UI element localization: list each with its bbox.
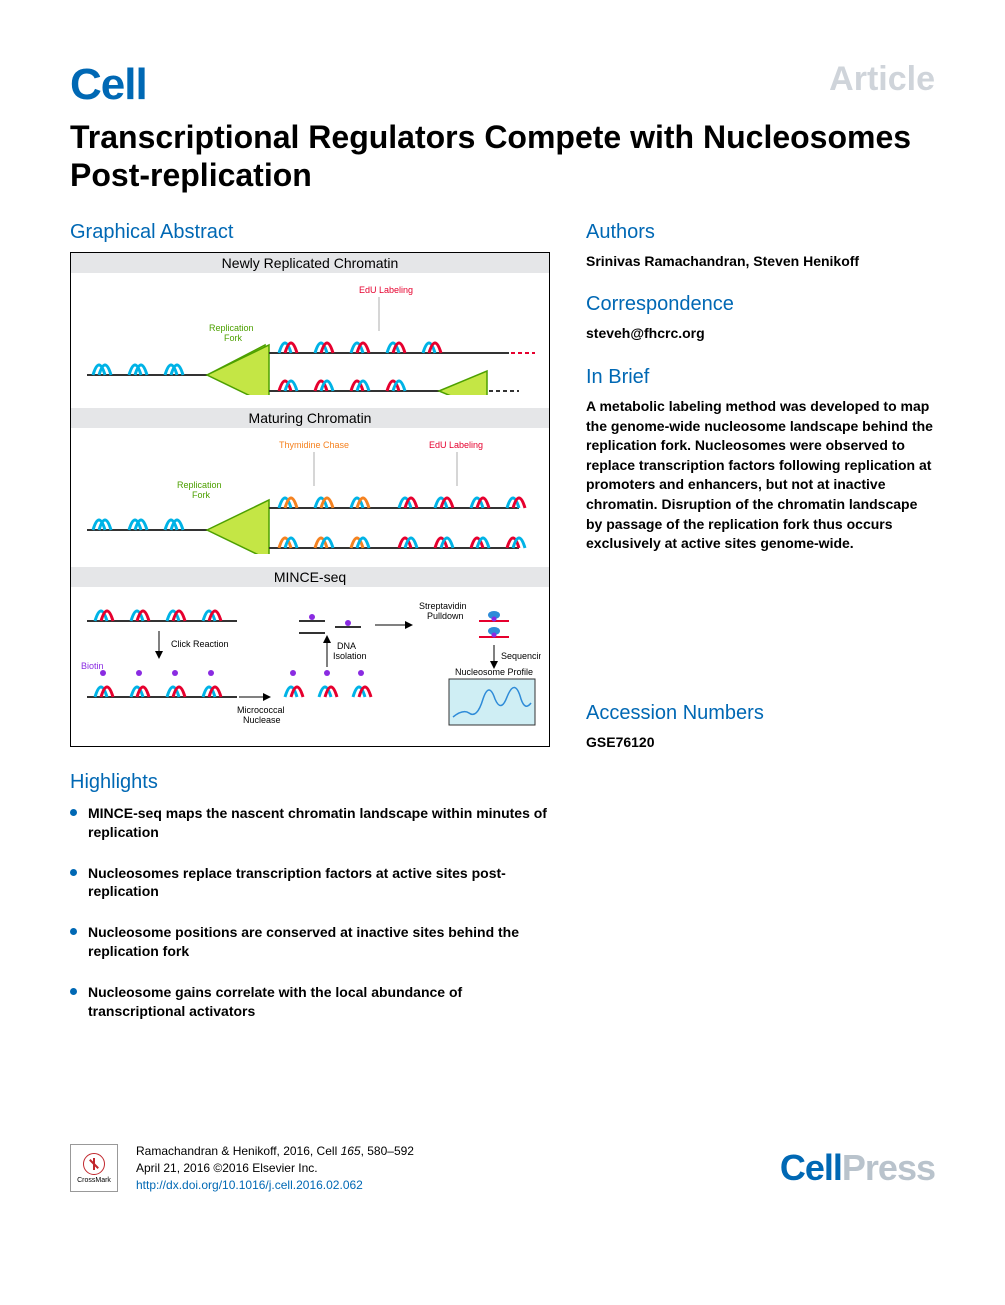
- page-footer: CrossMark Ramachandran & Henikoff, 2016,…: [70, 1143, 935, 1193]
- svg-text:Fork: Fork: [192, 490, 211, 500]
- in-brief-text: A metabolic labeling method was develope…: [586, 397, 935, 554]
- crossmark-label: CrossMark: [77, 1177, 111, 1184]
- svg-text:Nuclease: Nuclease: [243, 715, 281, 725]
- authors-text: Srinivas Ramachandran, Steven Henikoff: [586, 252, 935, 272]
- article-type-label: Article: [829, 60, 935, 99]
- svg-text:Replication: Replication: [177, 480, 222, 490]
- highlights-section: Highlights MINCE-seq maps the nascent ch…: [70, 771, 550, 1021]
- citation-line-2: April 21, 2016 ©2016 Elsevier Inc.: [136, 1160, 414, 1177]
- svg-text:Micrococcal: Micrococcal: [237, 705, 285, 715]
- svg-text:Fork: Fork: [224, 333, 243, 343]
- seq-label: Sequencing: [501, 651, 541, 661]
- mince-seq-diagram-icon: Click Reaction Biotin: [79, 593, 541, 733]
- ga-panel-newly-replicated: Newly Replicated Chromatin: [71, 253, 549, 408]
- journal-logo: Cell: [70, 60, 147, 110]
- highlight-item: Nucleosome positions are conserved at in…: [70, 923, 550, 961]
- graphical-abstract-heading: Graphical Abstract: [70, 221, 550, 244]
- crossmark-badge[interactable]: CrossMark: [70, 1144, 118, 1192]
- accession-section: Accession Numbers GSE76120: [586, 702, 935, 753]
- right-column: Authors Srinivas Ramachandran, Steven He…: [586, 221, 935, 1043]
- crossmark-icon: [83, 1153, 105, 1175]
- ga-panel-title: Maturing Chromatin: [71, 408, 549, 428]
- svg-text:Isolation: Isolation: [333, 651, 367, 661]
- correspondence-section: Correspondence steveh@fhcrc.org: [586, 293, 935, 344]
- svg-text:DNA: DNA: [337, 641, 356, 651]
- edu-label: EdU Labeling: [359, 285, 413, 295]
- accession-heading: Accession Numbers: [586, 702, 935, 725]
- cellpress-logo-part1: Cell: [780, 1147, 842, 1188]
- edu-label: EdU Labeling: [429, 440, 483, 450]
- svg-text:Streptavidin: Streptavidin: [419, 601, 467, 611]
- biotin-label: Biotin: [81, 661, 104, 671]
- fork-label: Replication: [209, 323, 254, 333]
- authors-section: Authors Srinivas Ramachandran, Steven He…: [586, 221, 935, 272]
- content-columns: Graphical Abstract Newly Replicated Chro…: [70, 221, 935, 1043]
- profile-label: Nucleosome Profile: [455, 667, 533, 677]
- svg-text:Pulldown: Pulldown: [427, 611, 464, 621]
- highlights-heading: Highlights: [70, 771, 550, 794]
- replication-diagram-icon: EdU Labeling Replication Fork: [79, 279, 541, 395]
- ga-panel-mince-seq: MINCE-seq Click R: [71, 567, 549, 746]
- click-label: Click Reaction: [171, 639, 229, 649]
- accession-text: GSE76120: [586, 733, 935, 753]
- authors-heading: Authors: [586, 221, 935, 244]
- highlights-list: MINCE-seq maps the nascent chromatin lan…: [70, 804, 550, 1021]
- thy-label: Thymidine Chase: [279, 440, 349, 450]
- in-brief-section: In Brief A metabolic labeling method was…: [586, 366, 935, 554]
- correspondence-email[interactable]: steveh@fhcrc.org: [586, 324, 935, 344]
- citation-block: Ramachandran & Henikoff, 2016, Cell 165,…: [136, 1143, 414, 1193]
- footer-left: CrossMark Ramachandran & Henikoff, 2016,…: [70, 1143, 414, 1193]
- ga-panel-maturing: Maturing Chromatin: [71, 408, 549, 567]
- ga-panel-title: Newly Replicated Chromatin: [71, 253, 549, 273]
- ga-panel-title: MINCE-seq: [71, 567, 549, 587]
- in-brief-heading: In Brief: [586, 366, 935, 389]
- correspondence-heading: Correspondence: [586, 293, 935, 316]
- graphical-abstract-figure: Newly Replicated Chromatin: [70, 252, 550, 747]
- citation-line-1: Ramachandran & Henikoff, 2016, Cell 165,…: [136, 1143, 414, 1160]
- page-header: Cell Article: [70, 60, 935, 110]
- maturing-diagram-icon: Thymidine Chase EdU Labeling Replication…: [79, 434, 541, 554]
- doi-link[interactable]: http://dx.doi.org/10.1016/j.cell.2016.02…: [136, 1177, 414, 1194]
- highlight-item: Nucleosomes replace transcription factor…: [70, 864, 550, 902]
- cellpress-logo: CellPress: [780, 1147, 935, 1189]
- cellpress-logo-part2: Press: [842, 1147, 935, 1188]
- article-title: Transcriptional Regulators Compete with …: [70, 118, 935, 195]
- highlight-item: Nucleosome gains correlate with the loca…: [70, 983, 550, 1021]
- left-column: Graphical Abstract Newly Replicated Chro…: [70, 221, 550, 1043]
- highlight-item: MINCE-seq maps the nascent chromatin lan…: [70, 804, 550, 842]
